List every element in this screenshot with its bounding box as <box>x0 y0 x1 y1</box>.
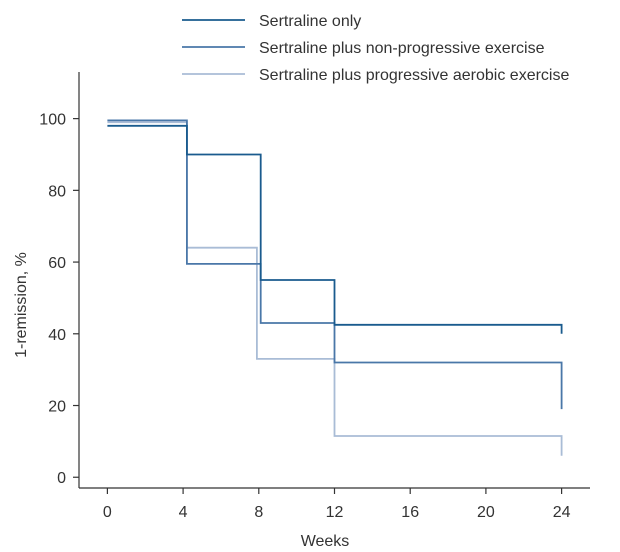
legend-label-2: Sertraline plus non-progressive exercise <box>259 40 545 57</box>
x-tick-label: 4 <box>179 504 188 521</box>
y-tick-label: 60 <box>48 255 66 272</box>
x-tick-label: 8 <box>254 504 263 521</box>
legend: Sertraline only Sertraline plus non-progr… <box>182 13 569 84</box>
series-line-1 <box>107 124 563 334</box>
x-tick-label: 12 <box>326 504 344 521</box>
y-tick-label: 40 <box>48 327 66 344</box>
legend-label-3: Sertraline plus progressive aerobic exer… <box>259 67 569 84</box>
x-tick-label: 0 <box>103 504 112 521</box>
x-tick-label: 24 <box>553 504 571 521</box>
y-tick-label: 80 <box>48 183 66 200</box>
y-tick-label: 0 <box>57 470 66 487</box>
legend-label-1: Sertraline only <box>259 13 361 30</box>
x-tick-label: 20 <box>477 504 495 521</box>
x-axis-label: Weeks <box>301 533 350 550</box>
x-tick-label: 16 <box>401 504 419 521</box>
y-tick-label: 100 <box>39 112 66 129</box>
y-axis-label: 1-remission, % <box>13 252 30 358</box>
y-tick-label: 20 <box>48 399 66 416</box>
series-line-2 <box>107 119 563 410</box>
series-layer <box>107 119 563 456</box>
axes: 0 4 8 12 16 20 24 0 20 40 60 80 100 <box>39 72 590 521</box>
